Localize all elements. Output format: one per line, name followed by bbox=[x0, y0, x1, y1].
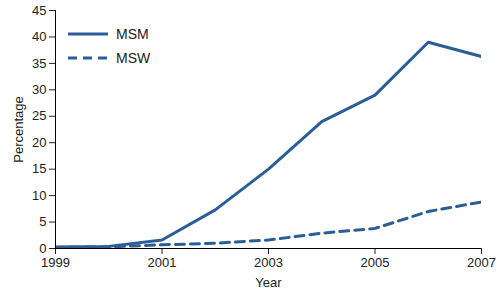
svg-text:15: 15 bbox=[32, 161, 46, 176]
svg-text:20: 20 bbox=[32, 135, 46, 150]
svg-text:35: 35 bbox=[32, 56, 46, 71]
svg-text:2005: 2005 bbox=[361, 255, 390, 270]
svg-text:5: 5 bbox=[39, 214, 46, 229]
svg-text:0: 0 bbox=[39, 241, 46, 256]
html-text:MSM: MSM bbox=[116, 26, 149, 42]
svg-text:2003: 2003 bbox=[254, 255, 283, 270]
html-text:MSW: MSW bbox=[116, 50, 151, 66]
svg-text:40: 40 bbox=[32, 29, 46, 44]
svg-text:25: 25 bbox=[32, 108, 46, 123]
svg-text:Percentage: Percentage bbox=[11, 96, 26, 163]
svg-text:2001: 2001 bbox=[148, 255, 177, 270]
svg-text:2007: 2007 bbox=[467, 255, 496, 270]
svg-text:Year: Year bbox=[255, 275, 282, 290]
svg-text:30: 30 bbox=[32, 82, 46, 97]
svg-text:1999: 1999 bbox=[41, 255, 70, 270]
svg-text:10: 10 bbox=[32, 188, 46, 203]
svg-text:45: 45 bbox=[32, 3, 46, 18]
